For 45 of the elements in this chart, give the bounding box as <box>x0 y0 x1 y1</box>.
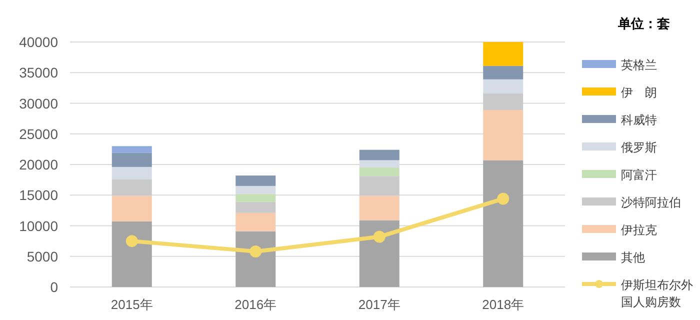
bar <box>483 110 524 160</box>
point <box>373 230 386 243</box>
bar <box>236 176 276 186</box>
legend-label: 伊斯坦布尔外国人购房数 <box>621 278 693 309</box>
bar <box>483 79 524 94</box>
bar <box>483 160 524 287</box>
bar <box>236 202 276 213</box>
x-tick-label: 2016年 <box>234 297 277 312</box>
x-tick-label: 2015年 <box>110 297 153 312</box>
y-tick-label: 15000 <box>19 187 58 204</box>
legend-label: 伊 朗 <box>621 86 657 100</box>
legend-label: 伊拉克 <box>621 223 657 237</box>
bar <box>112 196 152 222</box>
legend-label: 其他 <box>621 250 645 264</box>
bar <box>112 221 152 287</box>
y-tick-label: 40000 <box>19 34 58 50</box>
y-tick-label: 30000 <box>19 95 58 112</box>
y-tick-label: 5000 <box>26 248 58 264</box>
y-tick-label: 25000 <box>19 126 58 142</box>
bar <box>359 196 400 220</box>
bar <box>236 194 276 202</box>
y-tick-label: 20000 <box>19 156 58 172</box>
x-tick-label: 2017年 <box>358 297 400 312</box>
legend-label: 科威特 <box>621 113 657 127</box>
legend-label: 沙特阿拉伯 <box>621 196 681 210</box>
y-tick-label: 10000 <box>19 218 58 234</box>
legend-label: 俄罗斯 <box>621 140 657 154</box>
bar <box>112 166 152 180</box>
point <box>126 235 138 248</box>
bar <box>236 186 276 194</box>
legend-label: 阿富汗 <box>621 168 657 182</box>
bar <box>483 93 524 110</box>
point <box>497 192 510 205</box>
bar <box>359 150 400 160</box>
legend-title: 单位：套 <box>617 16 670 31</box>
y-tick-label: 35000 <box>19 64 58 81</box>
bar <box>236 212 276 232</box>
bar <box>359 176 400 196</box>
bar <box>359 220 400 287</box>
x-tick-label: 2018年 <box>482 297 524 312</box>
bar <box>112 179 152 196</box>
bar <box>359 168 400 176</box>
legend-label: 英格兰 <box>621 58 657 72</box>
point <box>250 245 262 258</box>
y-tick-label: 0 <box>50 279 58 295</box>
